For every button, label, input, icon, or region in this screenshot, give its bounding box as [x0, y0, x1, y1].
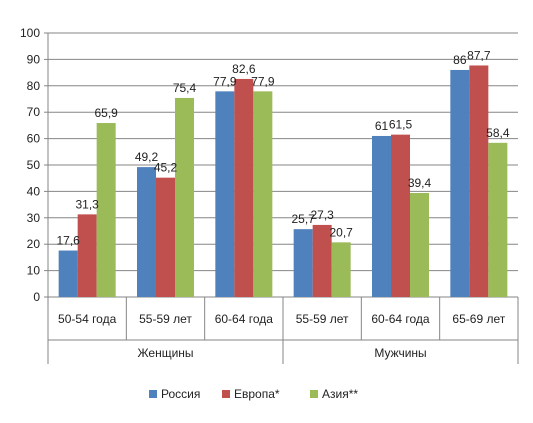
- y-tick-label: 40: [27, 184, 41, 198]
- category-label: 60-64 года: [371, 312, 430, 326]
- data-label: 27,3: [310, 208, 334, 222]
- bars: [58, 65, 508, 298]
- bar: [469, 65, 489, 297]
- bar: [234, 78, 254, 297]
- data-label: 31,3: [75, 197, 99, 211]
- y-tick-label: 90: [27, 52, 41, 66]
- data-label: 77,9: [213, 74, 237, 88]
- data-label: 39,4: [408, 176, 432, 190]
- bar: [450, 69, 470, 298]
- data-label: 61: [375, 119, 389, 133]
- data-label: 82,6: [232, 62, 256, 76]
- y-tick-label: 10: [27, 264, 41, 278]
- group-label: Мужчины: [374, 346, 426, 360]
- bar: [331, 242, 351, 297]
- bar: [156, 177, 175, 297]
- data-label: 58,4: [486, 126, 510, 140]
- legend-label: Россия: [161, 387, 200, 401]
- bar: [96, 123, 116, 297]
- legend: Россия Европа* Азия**: [149, 387, 358, 401]
- data-label: 65,9: [94, 106, 118, 120]
- data-label: 77,9: [251, 74, 275, 88]
- legend-swatch: [222, 390, 230, 398]
- data-label: 87,7: [467, 48, 491, 62]
- bar: [77, 214, 97, 297]
- category-axis: 50-54 года 55-59 лет 60-64 года 55-59 лет 60…: [47, 297, 519, 364]
- legend-swatch: [149, 390, 157, 398]
- y-tick-label: 30: [27, 211, 41, 225]
- category-label: 60-64 года: [215, 312, 274, 326]
- axes: 0 10 20 30 40 50 60 70 80 90 100: [20, 26, 49, 304]
- bar: [137, 167, 156, 297]
- data-label: 45,2: [154, 161, 178, 175]
- bar: [58, 250, 78, 297]
- y-tick-label: 0: [33, 290, 40, 304]
- category-label: 65-69 лет: [452, 312, 505, 326]
- bar: [312, 224, 332, 297]
- bar: [372, 135, 391, 297]
- data-label: 25,7: [291, 212, 315, 226]
- y-tick-label: 60: [27, 132, 41, 146]
- y-tick-label: 50: [27, 158, 41, 172]
- data-labels: 17,6 49,2 77,9 25,7 61 86 31,3 45,2 82,6 27,3 61,5…: [56, 48, 509, 247]
- category-label: 55-59 лет: [139, 312, 192, 326]
- bar: [391, 134, 410, 297]
- bar: [488, 142, 508, 297]
- data-label: 20,7: [329, 225, 353, 239]
- bar: [293, 229, 313, 297]
- category-label: 50-54 года: [58, 312, 117, 326]
- category-label: 55-59 лет: [296, 312, 349, 326]
- legend-label: Азия**: [322, 387, 358, 401]
- y-tick-label: 80: [27, 79, 41, 93]
- data-label: 49,2: [135, 150, 159, 164]
- data-label: 61,5: [389, 118, 413, 132]
- data-label: 17,6: [56, 234, 80, 248]
- bar: [410, 192, 429, 297]
- data-label: 75,4: [173, 81, 197, 95]
- y-tick-label: 100: [20, 26, 40, 40]
- y-tick-label: 20: [27, 237, 41, 251]
- gridlines: [48, 32, 518, 298]
- legend-swatch: [310, 390, 318, 398]
- legend-label: Европа*: [234, 387, 280, 401]
- bar: [253, 91, 273, 298]
- bar: [215, 91, 235, 298]
- group-label: Женщины: [137, 346, 193, 360]
- y-tick-label: 70: [27, 105, 41, 119]
- bar: [175, 97, 194, 297]
- data-label: 86: [453, 53, 467, 67]
